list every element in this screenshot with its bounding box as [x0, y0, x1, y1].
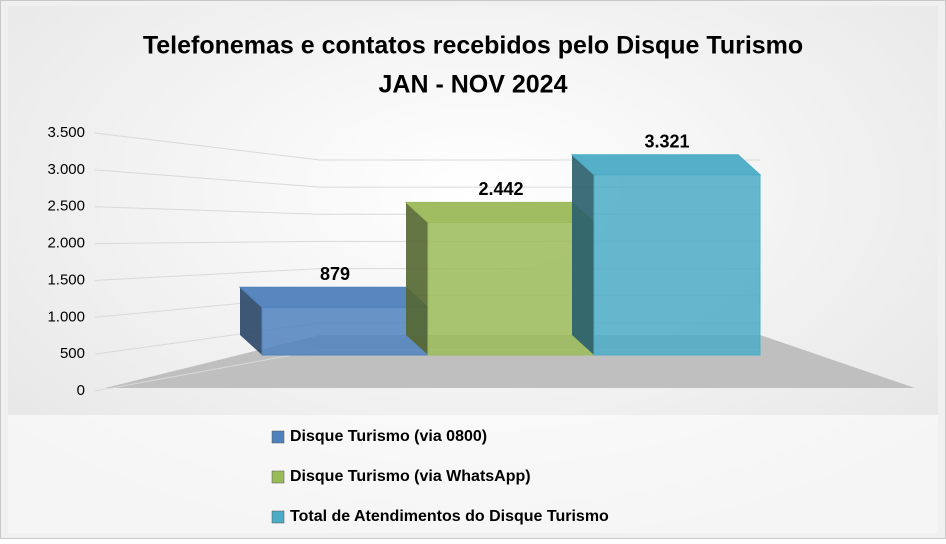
bar-side	[406, 202, 428, 355]
bar-front	[427, 221, 595, 356]
legend-label: Total de Atendimentos do Disque Turismo	[290, 508, 609, 525]
legend-label: Disque Turismo (via 0800)	[290, 428, 487, 445]
y-tick-label: 3.000	[47, 161, 85, 178]
bar-front	[261, 306, 429, 356]
chart-title: JAN - NOV 2024	[379, 71, 568, 99]
data-label: 879	[320, 264, 350, 284]
y-tick-label: 500	[60, 345, 85, 362]
data-label: 2.442	[478, 179, 523, 199]
bar-side	[572, 154, 594, 355]
bar-top	[404, 201, 596, 223]
bar-top	[238, 286, 430, 308]
bar	[570, 154, 762, 356]
legend-label: Disque Turismo (via WhatsApp)	[290, 468, 531, 485]
y-tick-label: 0	[77, 382, 85, 399]
legend-swatch	[271, 470, 285, 484]
bar-side	[240, 287, 262, 355]
bar	[238, 286, 430, 356]
y-tick-label: 2.000	[47, 235, 85, 252]
y-tick-label: 2.500	[47, 198, 85, 215]
data-label: 3.321	[644, 131, 689, 151]
legend-swatch	[271, 510, 285, 524]
bar	[404, 201, 596, 356]
legend-area	[8, 415, 938, 533]
y-tick-label: 1.000	[47, 308, 85, 325]
chart-title: Telefonemas e contatos recebidos pelo Di…	[143, 32, 803, 60]
bar-front	[593, 174, 761, 356]
y-tick-label: 1.500	[47, 271, 85, 288]
y-tick-label: 3.500	[47, 124, 85, 141]
bar-top	[570, 154, 762, 176]
legend-swatch	[271, 430, 285, 444]
